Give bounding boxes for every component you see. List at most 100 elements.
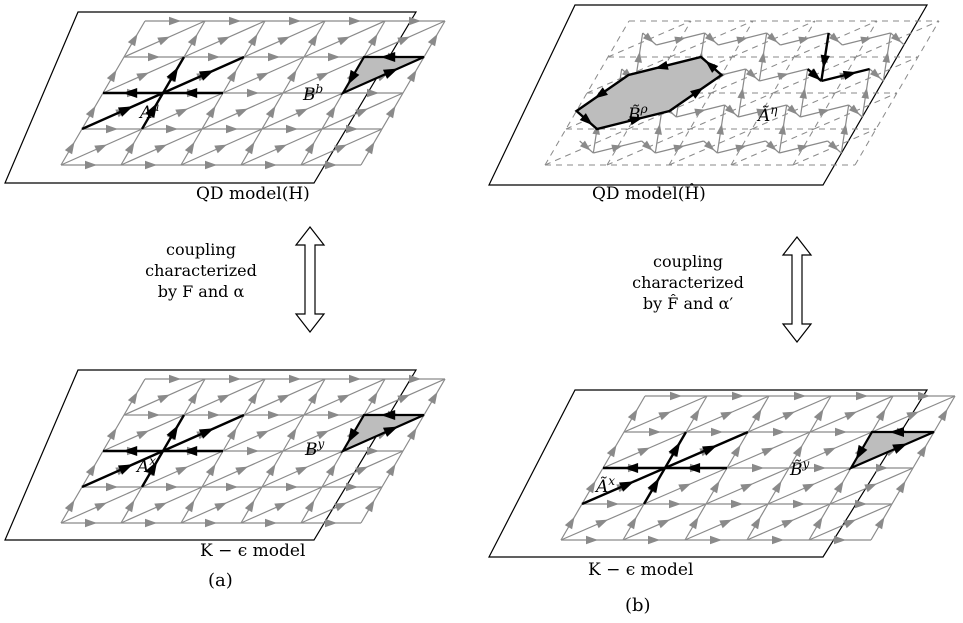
edge-arrow [106, 69, 117, 83]
edge-arrow [876, 463, 888, 473]
edge-arrow [937, 408, 948, 422]
double-arrow-a [294, 226, 326, 333]
edge-arrow [874, 516, 885, 530]
plaquette-arrow [380, 51, 396, 63]
edge-arrow [304, 499, 315, 513]
vertex-star-arrow [145, 460, 158, 476]
operator-label-B-rho-b: B̃ρ [627, 102, 648, 125]
plate-frame [4, 369, 418, 541]
edge-arrow [346, 124, 358, 134]
edge-arrow [916, 444, 927, 458]
edge-arrow [85, 105, 96, 119]
edge-arrow [235, 466, 248, 476]
edge-arrow [828, 32, 840, 43]
plate-frame [4, 11, 418, 184]
caption-k-epsilon-b: K − ϵ model [588, 560, 693, 580]
edge-arrow [716, 123, 724, 135]
edge-arrow [325, 160, 337, 170]
edge-arrow [773, 427, 785, 437]
k-epsilon-lattice-a [4, 369, 446, 541]
plaquette-arrow [579, 113, 593, 126]
edge-arrow [106, 124, 118, 134]
svg-text:B̃ρ: B̃ρ [627, 102, 648, 125]
plaquette-hexagon-B [574, 55, 724, 131]
edge-arrow [208, 410, 220, 420]
vertex-star-arrow [623, 462, 639, 474]
edge-arrow [595, 519, 609, 529]
dashed-lattice-edge [854, 20, 940, 166]
edge-arrow [226, 482, 238, 492]
edge-arrow [703, 140, 715, 151]
edge-arrow [890, 32, 902, 43]
edge-arrow [337, 394, 350, 404]
vertex-star-arrow [122, 445, 138, 457]
edge-arrow [855, 499, 867, 509]
edge-arrow [751, 408, 762, 422]
dashed-lattice-edge [544, 20, 630, 166]
edge-arrow [106, 427, 117, 441]
edge-arrow [169, 374, 181, 384]
operator-label-B-y-b: B̃y [789, 457, 810, 480]
edge-arrow [720, 411, 734, 421]
edge-arrow [765, 140, 777, 151]
vertex-star-arrow [702, 445, 718, 456]
edge-arrow [205, 160, 217, 170]
edge-arrow [797, 144, 809, 152]
edge-arrow [184, 499, 195, 513]
coupling-text-a-line3: by F and α [158, 282, 245, 301]
edge-arrow [175, 108, 188, 118]
edge-arrow [205, 105, 216, 119]
edge-arrow [670, 391, 682, 401]
edge-arrow [265, 105, 276, 119]
edge-arrow [642, 32, 654, 43]
edge-arrow [145, 160, 157, 170]
edge-arrow [834, 535, 846, 545]
edge-arrow [367, 88, 379, 98]
edge-arrow [289, 374, 301, 384]
edge-arrow [235, 108, 248, 118]
panel-label-b: (b) [625, 595, 651, 616]
edge-arrow [860, 36, 872, 44]
edge-arrow [641, 140, 653, 151]
edge-arrow [64, 499, 75, 513]
edge-arrow [777, 72, 789, 80]
edge-arrow [750, 516, 761, 530]
edge-arrow [627, 408, 638, 422]
edge-arrow [316, 72, 329, 82]
plaquette-arrow [382, 68, 399, 79]
edge-arrow [166, 482, 178, 492]
plaquette-arrow [705, 60, 719, 73]
operator-label-A-x-a: Ax [135, 454, 156, 477]
edge-arrow [214, 502, 227, 512]
edge-arrow [711, 427, 723, 437]
edge-arrow [187, 391, 198, 405]
plaquette-arrow [347, 427, 360, 443]
edge-arrow [766, 32, 778, 43]
edge-arrow [585, 480, 596, 494]
edge-arrow [840, 123, 848, 135]
edge-arrow [736, 36, 748, 44]
edge-arrow [704, 32, 716, 43]
edge-arrow [184, 141, 195, 155]
plaquette-arrow [594, 87, 608, 99]
svg-text:Aa: Aa [138, 100, 159, 123]
edge-arrow [654, 123, 662, 135]
svg-text:By: By [304, 437, 325, 460]
edge-arrow [286, 69, 297, 83]
edge-arrow [349, 16, 361, 26]
coupling-text-b-line1: coupling [653, 252, 723, 271]
edge-arrow [268, 52, 280, 62]
dashed-lattice-edge [792, 20, 878, 166]
vertex-star-arrow [647, 477, 660, 493]
edge-arrow [277, 36, 290, 46]
edge-arrow [833, 480, 844, 494]
edge-arrow [648, 535, 660, 545]
coupling-text-b-line2: characterized [632, 273, 744, 292]
edge-arrow [244, 141, 255, 155]
edge-arrow [678, 483, 692, 493]
edge-arrow [673, 144, 685, 152]
edge-arrow [106, 482, 118, 492]
edge-arrow [772, 535, 784, 545]
edge-arrow [217, 394, 230, 404]
